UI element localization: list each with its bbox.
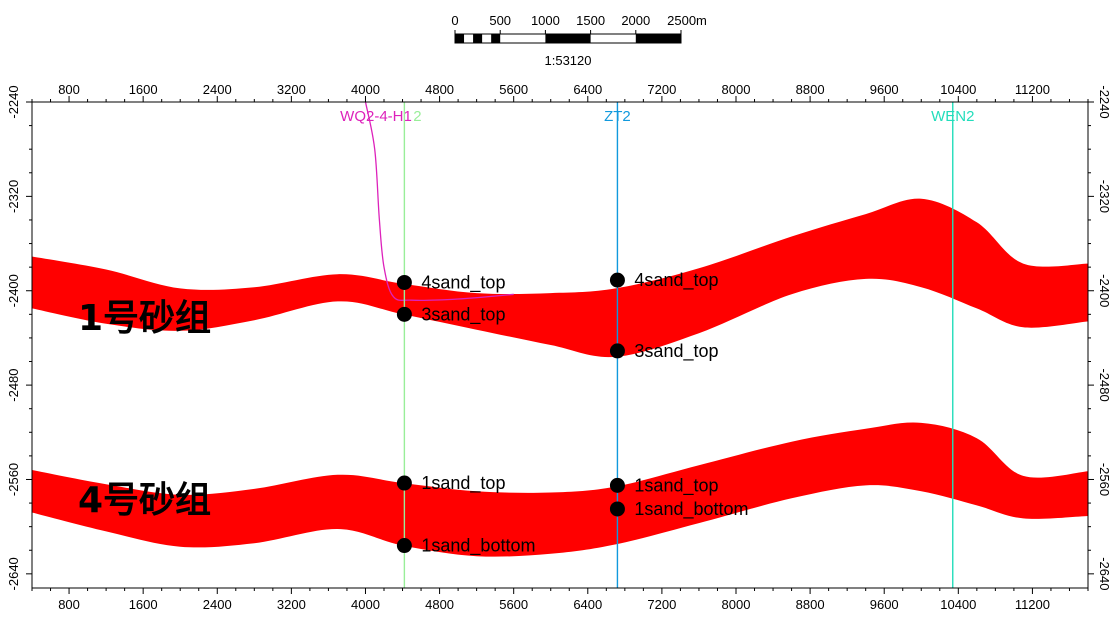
x-tick-label-bottom: 6400 <box>573 597 602 612</box>
formation-markers: 4sand_top 3sand_top 1sand_top 1sand_bottom 4… <box>396 270 749 557</box>
scale-bar-segment <box>635 34 681 43</box>
scale-ratio: 1:53120 <box>545 53 592 68</box>
scale-bar-label: 2500m <box>667 13 707 28</box>
y-tick-label-right: -2560 <box>1097 463 1112 496</box>
scale-bar-label: 2000 <box>621 13 650 28</box>
sand-bodies <box>32 198 1088 557</box>
x-tick-label-top: 8000 <box>722 82 751 97</box>
marker-label: 4sand_top <box>421 272 505 293</box>
x-tick-label-top: 8800 <box>796 82 825 97</box>
sand-body <box>32 198 1088 358</box>
marker-dot <box>609 501 625 517</box>
marker-dot <box>396 274 412 290</box>
x-tick-label-top: 11200 <box>1015 82 1050 97</box>
y-tick-label-right: -2480 <box>1097 368 1112 401</box>
x-tick-label-bottom: 800 <box>58 597 80 612</box>
scale-bar-segment <box>455 34 465 43</box>
sand-group-label: 1号砂组 <box>78 298 211 339</box>
x-tick-label-bottom: 8800 <box>796 597 825 612</box>
x-tick-label-bottom: 3200 <box>277 597 306 612</box>
x-tick-label-bottom: 5600 <box>499 597 528 612</box>
x-tick-label-top: 3200 <box>277 82 306 97</box>
scale-bar-segment <box>473 34 483 43</box>
scale-bar-label: 0 <box>451 13 458 28</box>
x-tick-label-bottom: 8000 <box>722 597 751 612</box>
marker-label: 1sand_top <box>634 475 718 496</box>
y-tick-label-right: -2400 <box>1097 274 1112 307</box>
x-tick-label-top: 1600 <box>129 82 158 97</box>
x-tick-label-bottom: 2400 <box>203 597 232 612</box>
x-tick-label-bottom: 11200 <box>1015 597 1050 612</box>
y-tick-label-left: -2320 <box>6 180 21 213</box>
x-tick-label-bottom: 7200 <box>647 597 676 612</box>
sand-body <box>32 422 1088 557</box>
y-tick-label-left: -2640 <box>6 557 21 590</box>
x-tick-label-bottom: 10400 <box>940 597 976 612</box>
x-tick-label-top: 6400 <box>573 82 602 97</box>
marker-label: 3sand_top <box>421 304 505 325</box>
plot-frame <box>31 101 1089 589</box>
scale-bar-label: 1000 <box>531 13 560 28</box>
x-tick-label-bottom: 1600 <box>129 597 158 612</box>
well-path <box>364 101 514 301</box>
x-tick-label-bottom: 4800 <box>425 597 454 612</box>
y-tick-label-right: -2240 <box>1097 85 1112 118</box>
y-tick-label-left: -2400 <box>6 274 21 307</box>
y-tick-label-left: -2560 <box>6 463 21 496</box>
x-tick-label-top: 7200 <box>647 82 676 97</box>
marker-label: 4sand_top <box>634 270 718 291</box>
y-tick-label-right: -2320 <box>1097 180 1112 213</box>
plot-border <box>31 101 1089 589</box>
scale-bar-label: 1500 <box>576 13 605 28</box>
x-tick-label-bottom: 9600 <box>870 597 899 612</box>
scale-bar: 0 500 1000 1500 2000 2500m 1:53120 <box>451 13 706 68</box>
marker-dot <box>609 477 625 493</box>
x-tick-label-top: 2400 <box>203 82 232 97</box>
marker-dot <box>609 272 625 288</box>
well-label: 2 <box>413 108 421 125</box>
marker-dot <box>396 306 412 322</box>
x-tick-label-top: 10400 <box>940 82 976 97</box>
y-tick-label-left: -2240 <box>6 85 21 118</box>
y-tick-label-right: -2640 <box>1097 557 1112 590</box>
well-label: WQ2-4-H1 <box>340 108 412 125</box>
x-tick-label-top: 4000 <box>351 82 380 97</box>
marker-label: 1sand_bottom <box>421 536 535 557</box>
marker-dot <box>396 475 412 491</box>
x-tick-label-top: 4800 <box>425 82 454 97</box>
well-label: ZT2 <box>604 108 631 125</box>
x-tick-label-bottom: 4000 <box>351 597 380 612</box>
x-tick-label-top: 800 <box>58 82 80 97</box>
axes: 800 800 1600 1600 2400 2400 3200 3200 4000 4000 48… <box>6 82 1112 612</box>
scale-bar-label: 500 <box>489 13 511 28</box>
y-tick-label-left: -2480 <box>6 368 21 401</box>
scale-bar-segment <box>545 34 591 43</box>
marker-dot <box>609 343 625 359</box>
well-label: WEN2 <box>931 108 974 125</box>
sand-group-labels: 1号砂组 4号砂组 <box>78 298 211 521</box>
marker-label: 1sand_top <box>421 473 505 494</box>
sand-group-label: 4号砂组 <box>78 480 211 521</box>
x-tick-label-top: 5600 <box>499 82 528 97</box>
scale-bar-segment <box>491 34 501 43</box>
marker-label: 3sand_top <box>634 341 718 362</box>
marker-dot <box>396 538 412 554</box>
x-tick-label-top: 9600 <box>870 82 899 97</box>
marker-label: 1sand_bottom <box>634 499 748 520</box>
